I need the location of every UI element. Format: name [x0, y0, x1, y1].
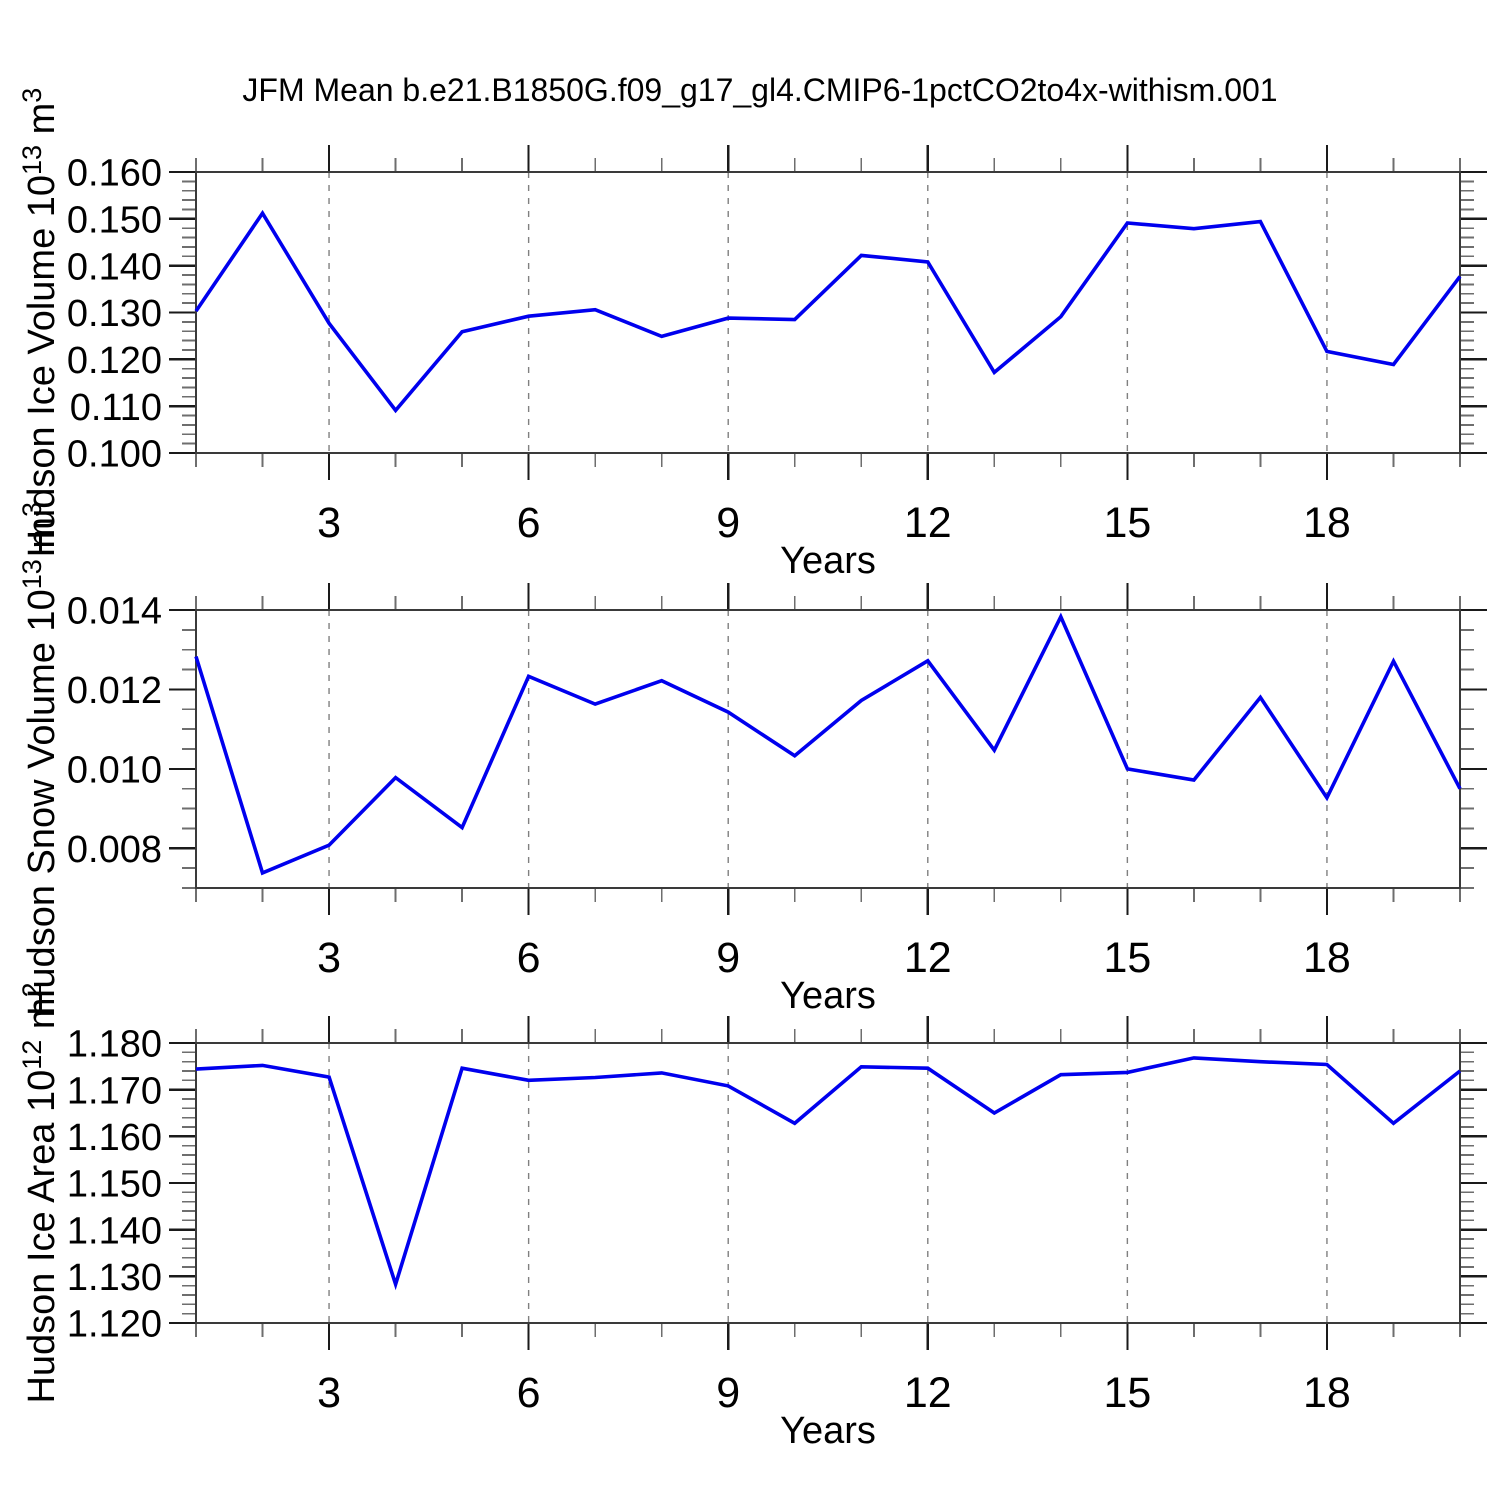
y-tick-label: 1.140	[67, 1210, 162, 1252]
y-axis-label-text: m	[21, 103, 63, 145]
x-tick-label: 3	[317, 934, 341, 982]
panel-hudson-snow-volume: 0.008 0.010 0.012 0.014 3 6 9 12 15 18 Years Hudson…	[17, 502, 1487, 1017]
y-axis-label-superscript: 13	[17, 145, 47, 175]
y-axis-label-text: Hudson Ice Area 10	[21, 1070, 63, 1404]
y-tick-label: 1.160	[67, 1117, 162, 1159]
x-tick-label: 18	[1303, 499, 1351, 547]
y-tick-label: 1.130	[67, 1257, 162, 1299]
x-axis-ticks	[195, 583, 1461, 915]
gridlines	[328, 610, 1328, 888]
y-tick-label: 0.110	[70, 387, 162, 429]
x-tick-label: 3	[317, 499, 341, 547]
gridlines	[328, 1043, 1328, 1323]
y-tick-label: 0.160	[67, 153, 162, 195]
y-tick-label: 1.150	[67, 1164, 162, 1206]
x-tick-label: 12	[904, 499, 952, 547]
y-axis-ticks	[169, 170, 1487, 455]
y-axis-label-superscript: 2	[17, 982, 47, 997]
y-axis-label: Hudson Ice Volume 1013 m3	[17, 88, 63, 558]
y-axis-label-text: m	[21, 517, 63, 559]
y-tick-label: 0.140	[67, 246, 162, 288]
y-axis-label: Hudson Ice Area 1012 m2	[17, 982, 63, 1403]
x-tick-label: 18	[1303, 1369, 1351, 1417]
x-tick-label: 6	[517, 1369, 541, 1417]
data-line-hudson-snow-volume	[194, 612, 1462, 876]
x-tick-labels: 3 6 9 12 15 18	[317, 934, 1351, 982]
y-tick-label: 0.008	[67, 829, 162, 871]
data-line-hudson-ice-volume	[194, 209, 1462, 414]
x-tick-label: 3	[317, 1369, 341, 1417]
x-axis-label: Years	[780, 540, 876, 582]
x-tick-label: 12	[904, 934, 952, 982]
y-tick-label: 0.120	[67, 340, 162, 382]
x-tick-label: 18	[1303, 934, 1351, 982]
plot-frame	[195, 1042, 1461, 1324]
x-tick-label: 9	[716, 499, 740, 547]
y-axis-label-superscript: 12	[17, 1040, 47, 1070]
y-tick-label: 1.170	[67, 1070, 162, 1112]
y-tick-label: 0.010	[67, 750, 162, 792]
y-axis-label-text: Hudson Snow Volume 10	[21, 589, 63, 1016]
y-tick-label: 0.150	[67, 200, 162, 242]
y-axis-label-superscript: 13	[17, 559, 47, 589]
y-tick-label: 1.120	[67, 1304, 162, 1346]
x-axis-ticks	[195, 1016, 1461, 1350]
y-tick-label: 0.130	[67, 293, 162, 335]
x-tick-label: 6	[517, 934, 541, 982]
gridlines	[328, 172, 1328, 453]
x-tick-label: 15	[1103, 499, 1151, 547]
x-tick-label: 15	[1103, 1369, 1151, 1417]
plot-frame	[195, 171, 1461, 454]
x-tick-labels: 3 6 9 12 15 18	[317, 499, 1351, 547]
y-tick-label: 1.180	[67, 1024, 162, 1066]
y-axis-label: Hudson Snow Volume 1013 m3	[17, 502, 63, 1016]
x-tick-label: 9	[716, 934, 740, 982]
x-axis-label: Years	[780, 1410, 876, 1452]
plot-frame	[195, 609, 1461, 889]
figure-title: JFM Mean b.e21.B1850G.f09_g17_gl4.CMIP6-…	[242, 72, 1277, 108]
y-axis-ticks	[169, 608, 1487, 889]
x-tick-label: 6	[517, 499, 541, 547]
x-tick-label: 12	[904, 1369, 952, 1417]
y-tick-label: 0.014	[67, 591, 162, 633]
y-axis-label-text: Hudson Ice Volume 10	[21, 175, 63, 557]
y-tick-label: 0.100	[67, 434, 162, 476]
y-axis-label-superscript: 3	[17, 88, 47, 103]
x-tick-label: 9	[716, 1369, 740, 1417]
x-axis-label: Years	[780, 975, 876, 1017]
y-tick-labels: 0.008 0.010 0.012 0.014	[67, 591, 162, 871]
y-axis-label-text: m	[21, 997, 63, 1039]
y-axis-ticks	[169, 1041, 1487, 1325]
data-line-hudson-ice-area	[195, 1056, 1462, 1291]
x-tick-label: 15	[1103, 934, 1151, 982]
x-axis-ticks	[195, 145, 1461, 480]
y-tick-label: 0.012	[67, 670, 162, 712]
y-axis-label-superscript: 3	[17, 502, 47, 517]
x-tick-labels: 3 6 9 12 15 18	[317, 1369, 1351, 1417]
